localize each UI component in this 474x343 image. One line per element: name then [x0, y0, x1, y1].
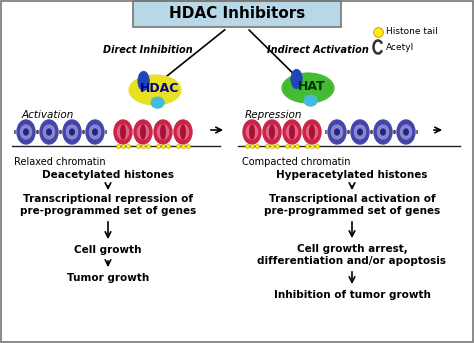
Text: Compacted chromatin: Compacted chromatin: [242, 157, 350, 167]
Ellipse shape: [90, 125, 100, 139]
Ellipse shape: [358, 129, 362, 135]
Text: Transcriptional activation of
pre-programmed set of genes: Transcriptional activation of pre-progra…: [264, 194, 440, 216]
Ellipse shape: [134, 120, 152, 144]
Ellipse shape: [177, 125, 189, 139]
Ellipse shape: [20, 125, 32, 139]
Ellipse shape: [24, 129, 28, 135]
Ellipse shape: [401, 125, 411, 139]
Ellipse shape: [290, 125, 294, 139]
Ellipse shape: [40, 120, 58, 144]
Text: Hyperacetylated histones: Hyperacetylated histones: [276, 170, 428, 180]
FancyBboxPatch shape: [133, 1, 341, 27]
Text: Repression: Repression: [245, 110, 302, 120]
Text: HAT: HAT: [298, 81, 326, 94]
Ellipse shape: [263, 120, 281, 144]
Text: Histone tail: Histone tail: [386, 27, 438, 36]
Ellipse shape: [404, 129, 408, 135]
Ellipse shape: [154, 120, 172, 144]
Ellipse shape: [306, 125, 318, 139]
Ellipse shape: [246, 125, 257, 139]
Ellipse shape: [351, 120, 369, 144]
Ellipse shape: [335, 129, 339, 135]
Ellipse shape: [141, 125, 145, 139]
Ellipse shape: [303, 120, 321, 144]
Ellipse shape: [151, 97, 164, 108]
Text: Tumor growth: Tumor growth: [67, 273, 149, 283]
Text: Indirect Activation: Indirect Activation: [267, 45, 369, 55]
Text: Inhibition of tumor growth: Inhibition of tumor growth: [273, 290, 430, 300]
Ellipse shape: [355, 125, 365, 139]
Ellipse shape: [243, 120, 261, 144]
Ellipse shape: [283, 120, 301, 144]
Ellipse shape: [161, 125, 165, 139]
Ellipse shape: [291, 69, 302, 89]
Ellipse shape: [66, 125, 78, 139]
Text: Deacetylated histones: Deacetylated histones: [42, 170, 174, 180]
Ellipse shape: [181, 125, 185, 139]
Ellipse shape: [86, 120, 104, 144]
Ellipse shape: [157, 125, 169, 139]
Ellipse shape: [118, 125, 128, 139]
Ellipse shape: [328, 120, 346, 144]
Ellipse shape: [282, 73, 334, 103]
Text: Cell growth: Cell growth: [74, 245, 142, 255]
Text: Acetyl: Acetyl: [386, 43, 414, 51]
Text: HDAC: HDAC: [139, 83, 179, 95]
Ellipse shape: [304, 95, 318, 106]
Ellipse shape: [129, 75, 181, 105]
Text: Direct Inhibition: Direct Inhibition: [103, 45, 193, 55]
Ellipse shape: [174, 120, 192, 144]
Ellipse shape: [44, 125, 55, 139]
Ellipse shape: [137, 125, 148, 139]
Ellipse shape: [121, 125, 125, 139]
Ellipse shape: [377, 125, 389, 139]
Ellipse shape: [250, 125, 254, 139]
Ellipse shape: [70, 129, 74, 135]
Ellipse shape: [374, 120, 392, 144]
Ellipse shape: [381, 129, 385, 135]
Text: HDAC Inhibitors: HDAC Inhibitors: [169, 7, 305, 22]
Ellipse shape: [63, 120, 81, 144]
Text: Relaxed chromatin: Relaxed chromatin: [14, 157, 106, 167]
Ellipse shape: [397, 120, 415, 144]
Ellipse shape: [114, 120, 132, 144]
Text: Activation: Activation: [22, 110, 74, 120]
Ellipse shape: [266, 125, 278, 139]
Ellipse shape: [93, 129, 97, 135]
Ellipse shape: [270, 125, 274, 139]
Ellipse shape: [286, 125, 298, 139]
Text: Cell growth arrest,
differentiation and/or apoptosis: Cell growth arrest, differentiation and/…: [257, 244, 447, 266]
Ellipse shape: [331, 125, 343, 139]
Ellipse shape: [310, 125, 314, 139]
Ellipse shape: [138, 71, 149, 91]
Ellipse shape: [47, 129, 51, 135]
Text: Transcriptional repression of
pre-programmed set of genes: Transcriptional repression of pre-progra…: [20, 194, 196, 216]
Ellipse shape: [17, 120, 35, 144]
